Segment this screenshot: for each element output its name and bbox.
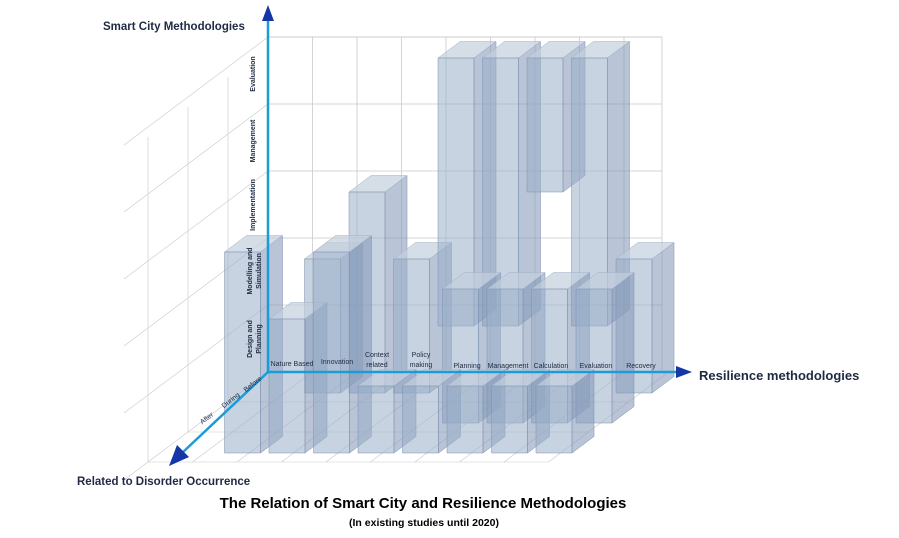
bar-side (651, 242, 675, 394)
y-axis-arrow (262, 5, 274, 21)
bar-front (357, 385, 395, 454)
grid-line-side (123, 103, 269, 213)
bar-front (526, 57, 564, 193)
bar-front (446, 385, 484, 454)
z-axis-arrow (169, 445, 189, 466)
x-tick-label: Evaluation (580, 363, 613, 370)
y-tick-label: Management (250, 119, 257, 162)
x-tick-label: Calculation (534, 363, 569, 370)
z-axis-line (181, 371, 269, 454)
y-tick-label: Evaluation (250, 56, 257, 91)
chart-title: The Relation of Smart City and Resilienc… (220, 495, 627, 512)
x-tick-label: Management (488, 363, 529, 370)
bar-front (535, 385, 573, 454)
y-tick-label: Modelling and Simulation (247, 247, 263, 294)
y-axis-title: Smart City Methodologies (103, 21, 245, 33)
bar-side (611, 272, 635, 424)
bar-front (224, 251, 261, 454)
grid-line-side (123, 36, 269, 146)
bar-front (268, 318, 306, 454)
y-tick-label: Implementation (250, 179, 257, 231)
x-tick-label: Policy making (410, 352, 433, 369)
x-axis-title: Resilience methodologies (699, 368, 859, 383)
x-tick-label: Planning (453, 363, 480, 370)
chart-subtitle: (In existing studies until 2020) (349, 517, 499, 529)
x-tick-label: Recovery (626, 363, 656, 370)
bar-recovery-during (575, 272, 635, 424)
x-tick-label: Nature Based (271, 361, 314, 368)
z-axis-title: Related to Disorder Occurrence (77, 476, 250, 488)
labels-layer: Smart City Methodologies Resilience meth… (77, 21, 859, 529)
x-tick-label: Innovation (321, 359, 353, 366)
bar-front (491, 385, 528, 454)
y-tick-label: Design and Planning (247, 320, 263, 358)
bar-recovery-after (535, 369, 595, 454)
bar-front (402, 385, 439, 454)
bar-front (313, 251, 350, 454)
bars-layer (223, 41, 675, 454)
x-axis-arrow (676, 366, 692, 378)
axes-layer (169, 5, 692, 466)
x-tick-label: Context related (365, 352, 389, 369)
